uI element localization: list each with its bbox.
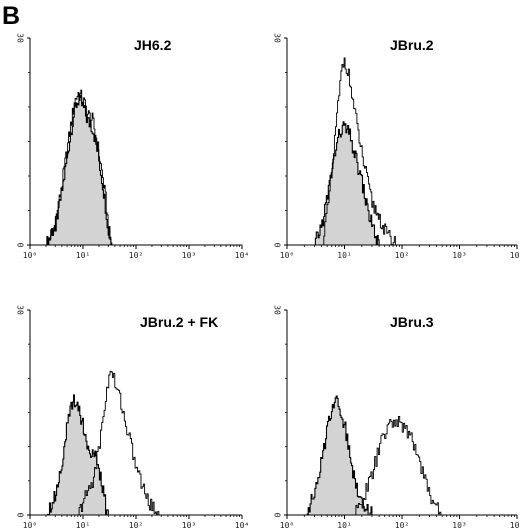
panel-title-4: JBru.3 (390, 314, 434, 330)
y-tick-label: 30 (273, 33, 282, 43)
x-tick-label: 10⁴ (235, 521, 249, 529)
axes: 10⁰ 10¹ 10² 10³ 10⁴ 0 30 (16, 33, 250, 260)
x-tick-label: 10² (395, 251, 409, 260)
y-tick-label: 0 (273, 243, 282, 248)
control-histogram (304, 395, 373, 516)
sample-histogram (321, 57, 397, 246)
y-tick-label: 0 (16, 243, 25, 248)
y-tick-label: 30 (273, 305, 282, 315)
y-tick-label: 0 (16, 513, 25, 518)
x-tick-label: 10³ (182, 521, 196, 529)
axes: 10⁰ 10¹ 10² 10³ 10⁴ 0 30 (273, 33, 520, 260)
x-tick-label: 10³ (182, 251, 196, 260)
y-tick-label: 30 (16, 33, 25, 43)
axes: 10⁰ 10¹ 10² 10³ 10⁴ 0 30 (16, 305, 250, 529)
x-tick-label: 10¹ (76, 251, 90, 260)
x-tick-label: 10⁰ (280, 521, 294, 529)
x-tick-label: 10⁴ (510, 521, 520, 529)
histogram-panel-2: JBru.2 10⁰ 10¹ 10² 10³ 10⁴ 0 30 (273, 33, 520, 260)
x-tick-label: 10⁰ (23, 251, 37, 260)
sample-histogram (46, 89, 113, 246)
x-tick-label: 10² (129, 521, 143, 529)
control-histogram (46, 394, 109, 516)
sample-histogram (354, 416, 443, 516)
x-tick-label: 10¹ (337, 251, 351, 260)
y-tick-label: 30 (16, 305, 25, 315)
histogram-panel-4: JBru.3 10⁰ 10¹ 10² 10³ 10⁴ 0 30 (273, 305, 520, 529)
histogram-panel-1: JH6.2 10⁰ 10¹ 10² 10³ 10⁴ 0 30 (16, 33, 250, 260)
panel-title-3: JBru.2 + FK (140, 314, 218, 330)
control-histogram (314, 121, 380, 246)
x-tick-label: 10² (129, 251, 143, 260)
x-tick-label: 10⁴ (510, 251, 520, 260)
x-tick-label: 10⁰ (280, 251, 294, 260)
x-tick-label: 10¹ (76, 521, 90, 529)
x-tick-label: 10³ (452, 251, 466, 260)
panel-title-1: JH6.2 (134, 37, 172, 53)
x-tick-label: 10¹ (337, 521, 351, 529)
panel-title-2: JBru.2 (390, 37, 434, 53)
histogram-panel-3: JBru.2 + FK 10⁰ 10¹ 10² 10³ 10⁴ 0 30 (16, 305, 250, 529)
x-tick-label: 10³ (452, 521, 466, 529)
axes: 10⁰ 10¹ 10² 10³ 10⁴ 0 30 (273, 305, 520, 529)
figure-panel-letter: B (2, 2, 20, 30)
sample-histogram (77, 370, 162, 516)
x-tick-label: 10² (395, 521, 409, 529)
y-tick-label: 0 (273, 513, 282, 518)
x-tick-label: 10⁰ (23, 521, 37, 529)
x-tick-label: 10⁴ (235, 251, 249, 260)
